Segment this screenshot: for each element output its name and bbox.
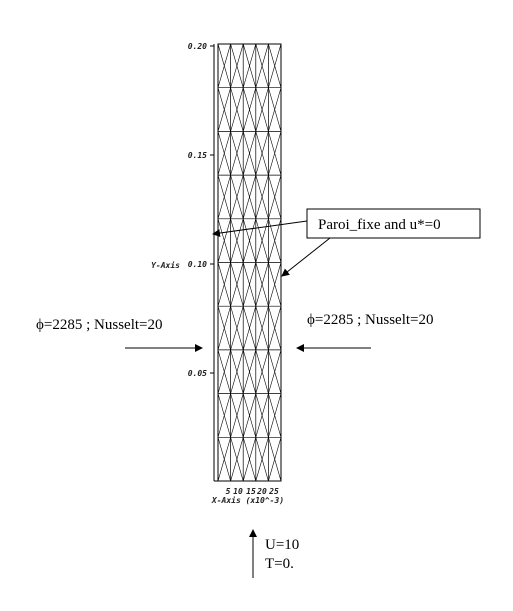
mesh-diagonal bbox=[217, 437, 231, 482]
x-tick-label-15: 15 bbox=[246, 487, 256, 496]
mesh-diagonal bbox=[255, 218, 269, 263]
mesh-diagonal bbox=[255, 262, 269, 307]
left-flux-callout: ϕ=2285 ; Nusselt=20 bbox=[36, 317, 203, 352]
mesh-diagonal bbox=[217, 393, 231, 438]
x-tick-label-25: 25 bbox=[268, 487, 279, 496]
mesh-diagonal bbox=[242, 349, 257, 394]
mesh-diagonal bbox=[242, 393, 257, 438]
mesh-diagonal bbox=[255, 175, 269, 219]
mesh-diagonal bbox=[242, 437, 257, 482]
mesh-diagonal bbox=[230, 393, 244, 438]
mesh-diagonal bbox=[242, 87, 257, 132]
mesh-diagonal bbox=[230, 131, 244, 176]
mesh-diagonal bbox=[217, 262, 231, 307]
mesh-diagonal bbox=[230, 175, 244, 219]
mesh-diagonal bbox=[268, 393, 282, 438]
inlet-callout: U=10 T=0. bbox=[249, 529, 299, 578]
mesh-diagonal bbox=[255, 87, 269, 132]
y-axis-title: Y-Axis bbox=[151, 260, 180, 270]
mesh-diagonal bbox=[255, 437, 269, 482]
y-tick-label-0.10: 0.10 bbox=[188, 260, 207, 269]
y-tick-label-0.15: 0.15 bbox=[188, 151, 207, 160]
mesh-diagonal bbox=[230, 218, 244, 263]
mesh-diagonal bbox=[230, 262, 244, 307]
x-axis: 5 10 15 20 25 X-Axis (x10^-3) bbox=[211, 480, 284, 505]
mesh-diagonal bbox=[255, 43, 269, 88]
left-flux-text: ϕ=2285 ; Nusselt=20 bbox=[36, 317, 162, 333]
mesh-diagonal bbox=[242, 175, 257, 219]
mesh-diagonal bbox=[230, 349, 244, 394]
mesh-diagonal bbox=[255, 393, 269, 438]
mesh-diagonal bbox=[242, 218, 257, 263]
x-axis-title: X-Axis (x10^-3) bbox=[211, 495, 284, 505]
x-tick-label-5: 5 bbox=[226, 487, 231, 496]
mesh-diagonal bbox=[217, 306, 231, 350]
mesh-diagonal bbox=[242, 131, 257, 176]
mesh-diagonal bbox=[268, 87, 282, 132]
mesh-diagonal bbox=[217, 43, 231, 88]
mesh-diagonal bbox=[268, 262, 282, 307]
mesh-diagonal bbox=[217, 87, 231, 132]
mesh-diagonal bbox=[217, 218, 231, 263]
wall-pointer-left bbox=[212, 220, 308, 238]
y-tick-label-0.20: 0.20 bbox=[188, 42, 207, 51]
mesh-diagonal bbox=[268, 175, 282, 219]
mesh-diagonal bbox=[268, 218, 282, 263]
mesh-diagonal bbox=[217, 131, 231, 176]
mesh-diagonal bbox=[268, 437, 282, 482]
mesh-diagonal bbox=[217, 349, 231, 394]
wall-pointer-right bbox=[281, 237, 331, 277]
wall-callout: Paroi_fixe and u*=0 bbox=[212, 208, 481, 277]
mesh-diagonal bbox=[242, 262, 257, 307]
inlet-velocity-text: U=10 bbox=[265, 537, 299, 553]
mesh-diagonal bbox=[255, 306, 269, 350]
mesh-diagonal bbox=[217, 175, 231, 219]
mesh-diagonal bbox=[268, 131, 282, 176]
mesh-diagonal bbox=[255, 131, 269, 176]
x-tick-label-10: 10 bbox=[233, 487, 243, 496]
y-axis: 0.20 0.15 0.10 0.05 Y-Axis bbox=[151, 42, 215, 481]
mesh-diagonal bbox=[230, 437, 244, 482]
mesh-diagonal bbox=[242, 306, 257, 350]
mesh-diagonal bbox=[268, 349, 282, 394]
triangular-mesh bbox=[217, 43, 282, 482]
mesh-diagonal bbox=[230, 87, 244, 132]
inlet-temperature-text: T=0. bbox=[265, 556, 294, 572]
mesh-diagonal bbox=[230, 306, 244, 350]
mesh-diagonal bbox=[268, 306, 282, 350]
wall-callout-box bbox=[306, 208, 481, 239]
x-tick-label-20: 20 bbox=[256, 487, 267, 496]
right-flux-callout: ϕ=2285 ; Nusselt=20 bbox=[296, 312, 433, 352]
mesh-diagonal bbox=[242, 43, 257, 88]
mesh-diagonal bbox=[255, 349, 269, 394]
y-tick-label-0.05: 0.05 bbox=[188, 369, 207, 378]
wall-callout-text: Paroi_fixe and u*=0 bbox=[318, 217, 441, 233]
right-flux-text: ϕ=2285 ; Nusselt=20 bbox=[307, 312, 433, 328]
mesh-diagonal bbox=[230, 43, 244, 88]
mesh-diagonal bbox=[268, 43, 282, 88]
